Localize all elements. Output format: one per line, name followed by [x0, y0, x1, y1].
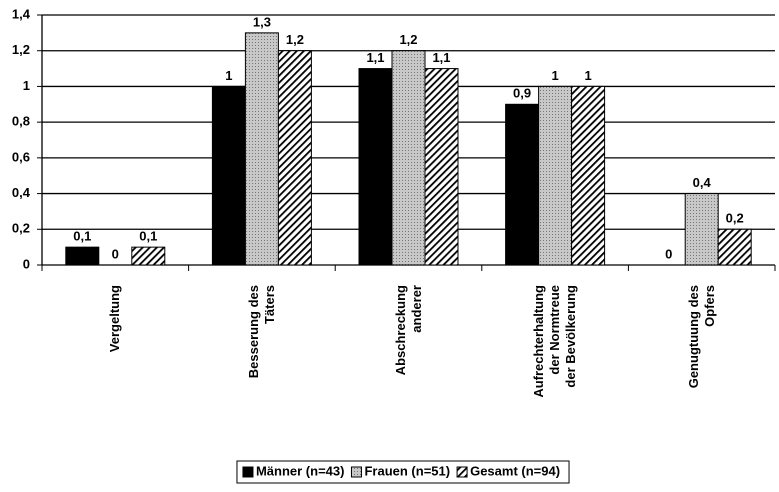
data-label: 1,2	[286, 32, 304, 47]
legend-swatch	[350, 466, 362, 478]
data-label: 0	[665, 246, 672, 261]
x-tick-label: Vergeltung	[107, 285, 123, 353]
y-tick-label: 1,4	[12, 6, 31, 21]
bar	[358, 68, 393, 266]
legend-swatch	[456, 466, 468, 478]
x-tick-label: Genugtuung des Opfers	[685, 285, 717, 389]
bar	[277, 50, 312, 266]
legend-swatch	[242, 466, 254, 478]
legend-label: Gesamt (n=94)	[470, 463, 560, 478]
data-label: 1	[225, 68, 232, 83]
data-label: 1,2	[399, 32, 417, 47]
x-tick-label: Abschreckung anderer	[392, 285, 424, 376]
y-tick-label: 0	[23, 256, 30, 271]
legend-label: Frauen (n=51)	[364, 463, 450, 478]
bar	[131, 246, 166, 266]
y-tick-label: 0,6	[12, 149, 30, 164]
data-label: 1,1	[366, 50, 384, 65]
y-tick-label: 0,8	[12, 114, 30, 129]
bar	[571, 85, 606, 266]
data-label: 0,1	[139, 229, 157, 244]
bar	[717, 228, 752, 266]
bar	[538, 85, 573, 266]
data-label: 1	[551, 68, 558, 83]
y-tick-label: 0,2	[12, 221, 30, 236]
data-label: 0,4	[693, 175, 712, 190]
data-label: 0,9	[513, 86, 531, 101]
bar	[65, 246, 100, 266]
data-label: 0,2	[726, 211, 744, 226]
data-label: 1,3	[253, 14, 271, 29]
data-label: 0	[112, 246, 119, 261]
x-tick-label: Besserung des Täters	[245, 285, 277, 379]
y-tick-label: 1	[23, 78, 30, 93]
bar	[211, 85, 246, 266]
y-tick-label: 0,4	[12, 185, 31, 200]
legend-label: Männer (n=43)	[256, 463, 345, 478]
bar	[391, 50, 426, 266]
bar	[244, 32, 279, 266]
data-label: 1,1	[432, 50, 450, 65]
y-tick-label: 1,2	[12, 42, 30, 57]
bar	[684, 193, 719, 266]
legend-box	[236, 460, 570, 484]
bar	[424, 68, 459, 266]
x-tick-label: Aufrechterhaltung der Normtreue der Bevö…	[531, 285, 579, 398]
bar	[505, 103, 540, 266]
data-label: 0,1	[73, 229, 91, 244]
data-label: 1	[584, 68, 591, 83]
